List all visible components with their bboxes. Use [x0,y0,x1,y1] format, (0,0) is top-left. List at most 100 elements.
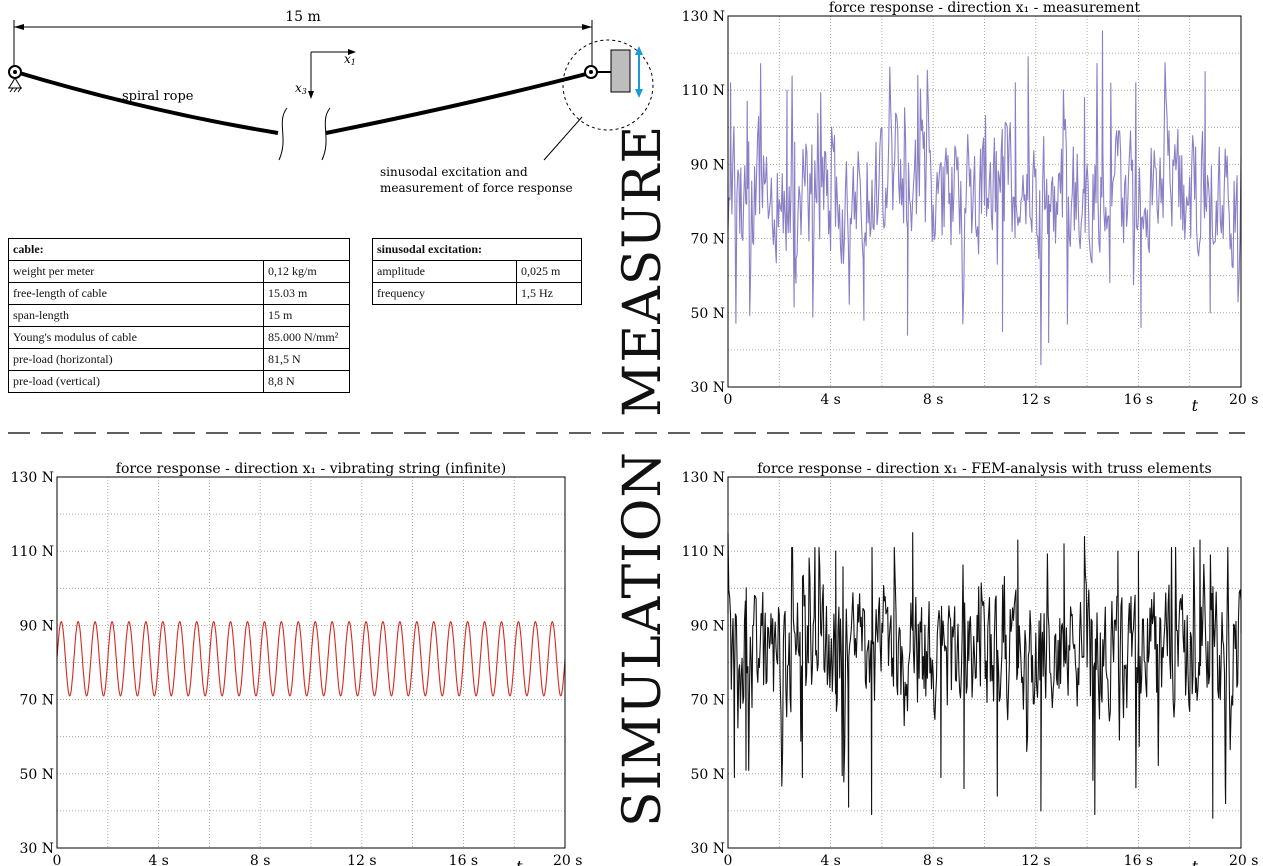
dimension-arrow-right-icon [582,24,592,30]
y-tick-label: 30 N [690,380,725,396]
series-line [727,30,1242,366]
coordinate-axes: x1 x3 [295,49,356,99]
cable-row-label: span-length [8,304,264,327]
rope-left [15,70,279,135]
y-tick-label: 110 N [682,544,725,560]
rope-label: spiral rope [122,89,194,104]
break-mark-left [278,107,288,161]
x-tick-label: 4 s [820,392,841,408]
x-tick-label: 20 s [1229,392,1258,408]
y-tick-label: 30 N [19,841,54,857]
y-tick-label: 90 N [19,618,54,634]
cable-diagram: 15 m spiral rope x1 x3 [8,9,654,195]
cable-row-value: 81,5 N [263,348,350,371]
x-tick-label: 12 s [347,853,376,866]
cable-table-header: cable: [8,238,350,261]
y-tick-label: 110 N [11,544,54,560]
cable-properties-table: cable: weight per meter 0,12 kg/m free-le… [8,238,350,393]
y-tick-label: 130 N [682,470,725,486]
excitation-table: sinusodal excitation: amplitude 0,025 m f… [372,238,582,305]
chart-vibrating-string: 30 N 50 N 70 N 90 N 110 N 130 N 0 4 s 8 s 12 s 16 … [11,461,583,866]
y-tick-label: 90 N [690,618,725,634]
series-line [56,621,566,697]
x-tick-label: 4 s [148,853,169,866]
series-line [727,532,1242,819]
table-row: free-length of cable 15.03 m [8,282,350,305]
cable-row-label: Young's modulus of cable [8,326,264,349]
table-row: span-length 15 m [8,304,350,327]
x-tick-label: 16 s [1124,853,1153,866]
table-row: frequency 1,5 Hz [372,282,582,305]
x-tick-label: 8 s [923,392,944,408]
plot-frame [727,476,1242,849]
y-tick-label: 130 N [682,9,725,25]
y-tick-label: 130 N [11,470,54,486]
cable-row-value: 0,12 kg/m [263,260,350,283]
detail-circle [562,39,654,131]
break-mark-right [321,107,331,161]
chart-measurement: 30 N 50 N 70 N 90 N 110 N 130 N 0 4 s 8 s 12 s 16 … [682,0,1259,415]
dimension-arrow-left-icon [14,24,24,30]
x-tick-label: 4 s [820,853,841,866]
note-line-2: measurement of force response [380,181,573,195]
chart-title: force response - direction x₁ - measurem… [829,0,1141,16]
simulation-section-label: SIMULATION [613,451,673,827]
excitation-table-header: sinusodal excitation: [372,238,582,261]
span-label: 15 m [285,9,321,25]
x-tick-label: 8 s [250,853,271,866]
y-tick-label: 110 N [682,83,725,99]
cable-row-value: 8,8 N [263,370,350,393]
note-line-1: sinusodal excitation and [380,165,528,179]
x-tick-label: 20 s [1229,853,1258,866]
x-tick-label: 20 s [553,853,582,866]
x-tick-label: 0 [53,853,62,866]
excitation-row-label: frequency [372,282,517,305]
y-tick-label: 70 N [690,232,725,248]
cable-row-value: 15.03 m [263,282,350,305]
x-tick-label: 8 s [923,853,944,866]
x3-axis-label: x3 [295,81,307,96]
y-tick-label: 90 N [690,157,725,173]
table-row: pre-load (vertical) 8,8 N [8,370,350,393]
cable-row-label: weight per meter [8,260,264,283]
table-row: Young's modulus of cable 85.000 N/mm² [8,326,350,349]
cable-row-value: 85.000 N/mm² [263,326,350,349]
x-tick-label: 12 s [1021,392,1050,408]
x1-axis-label: x1 [344,52,356,67]
table-row: amplitude 0,025 m [372,260,582,283]
y-tick-label: 50 N [19,767,54,783]
actuator-block [610,49,631,93]
table-row: weight per meter 0,12 kg/m [8,260,350,283]
x-tick-label: 16 s [1124,392,1153,408]
x-axis-label: t [1192,396,1199,415]
plot-frame [727,15,1242,388]
y-tick-label: 50 N [690,767,725,783]
excitation-pin-icon [584,65,611,79]
rope-right [325,71,591,135]
cable-row-label: free-length of cable [8,282,264,305]
x-tick-label: 0 [724,853,733,866]
cable-row-label: pre-load (horizontal) [8,348,264,371]
cable-row-value: 15 m [263,304,350,327]
excitation-arrow-icon [635,46,643,98]
table-row: pre-load (horizontal) 81,5 N [8,348,350,371]
x-tick-label: 16 s [449,853,478,866]
excitation-row-value: 1,5 Hz [516,282,582,305]
pin-support-icon [8,65,22,93]
y-tick-label: 70 N [19,693,54,709]
x-tick-label: 0 [724,392,733,408]
y-tick-label: 30 N [690,841,725,857]
chart-fem-truss: 30 N 50 N 70 N 90 N 110 N 130 N 0 4 s 8 s 12 s 16 … [682,461,1259,866]
x-tick-label: 12 s [1021,853,1050,866]
chart-title: force response - direction x₁ - FEM-anal… [757,461,1211,477]
measure-section-label: MEASURE [613,124,673,417]
chart-title: force response - direction x₁ - vibratin… [116,461,506,477]
excitation-row-label: amplitude [372,260,517,283]
plot-frame [56,476,566,849]
leader-line [543,116,583,161]
cable-row-label: pre-load (vertical) [8,370,264,393]
x-axis-label: t [516,857,523,866]
y-tick-label: 70 N [690,693,725,709]
x-axis-label: t [1192,857,1199,866]
